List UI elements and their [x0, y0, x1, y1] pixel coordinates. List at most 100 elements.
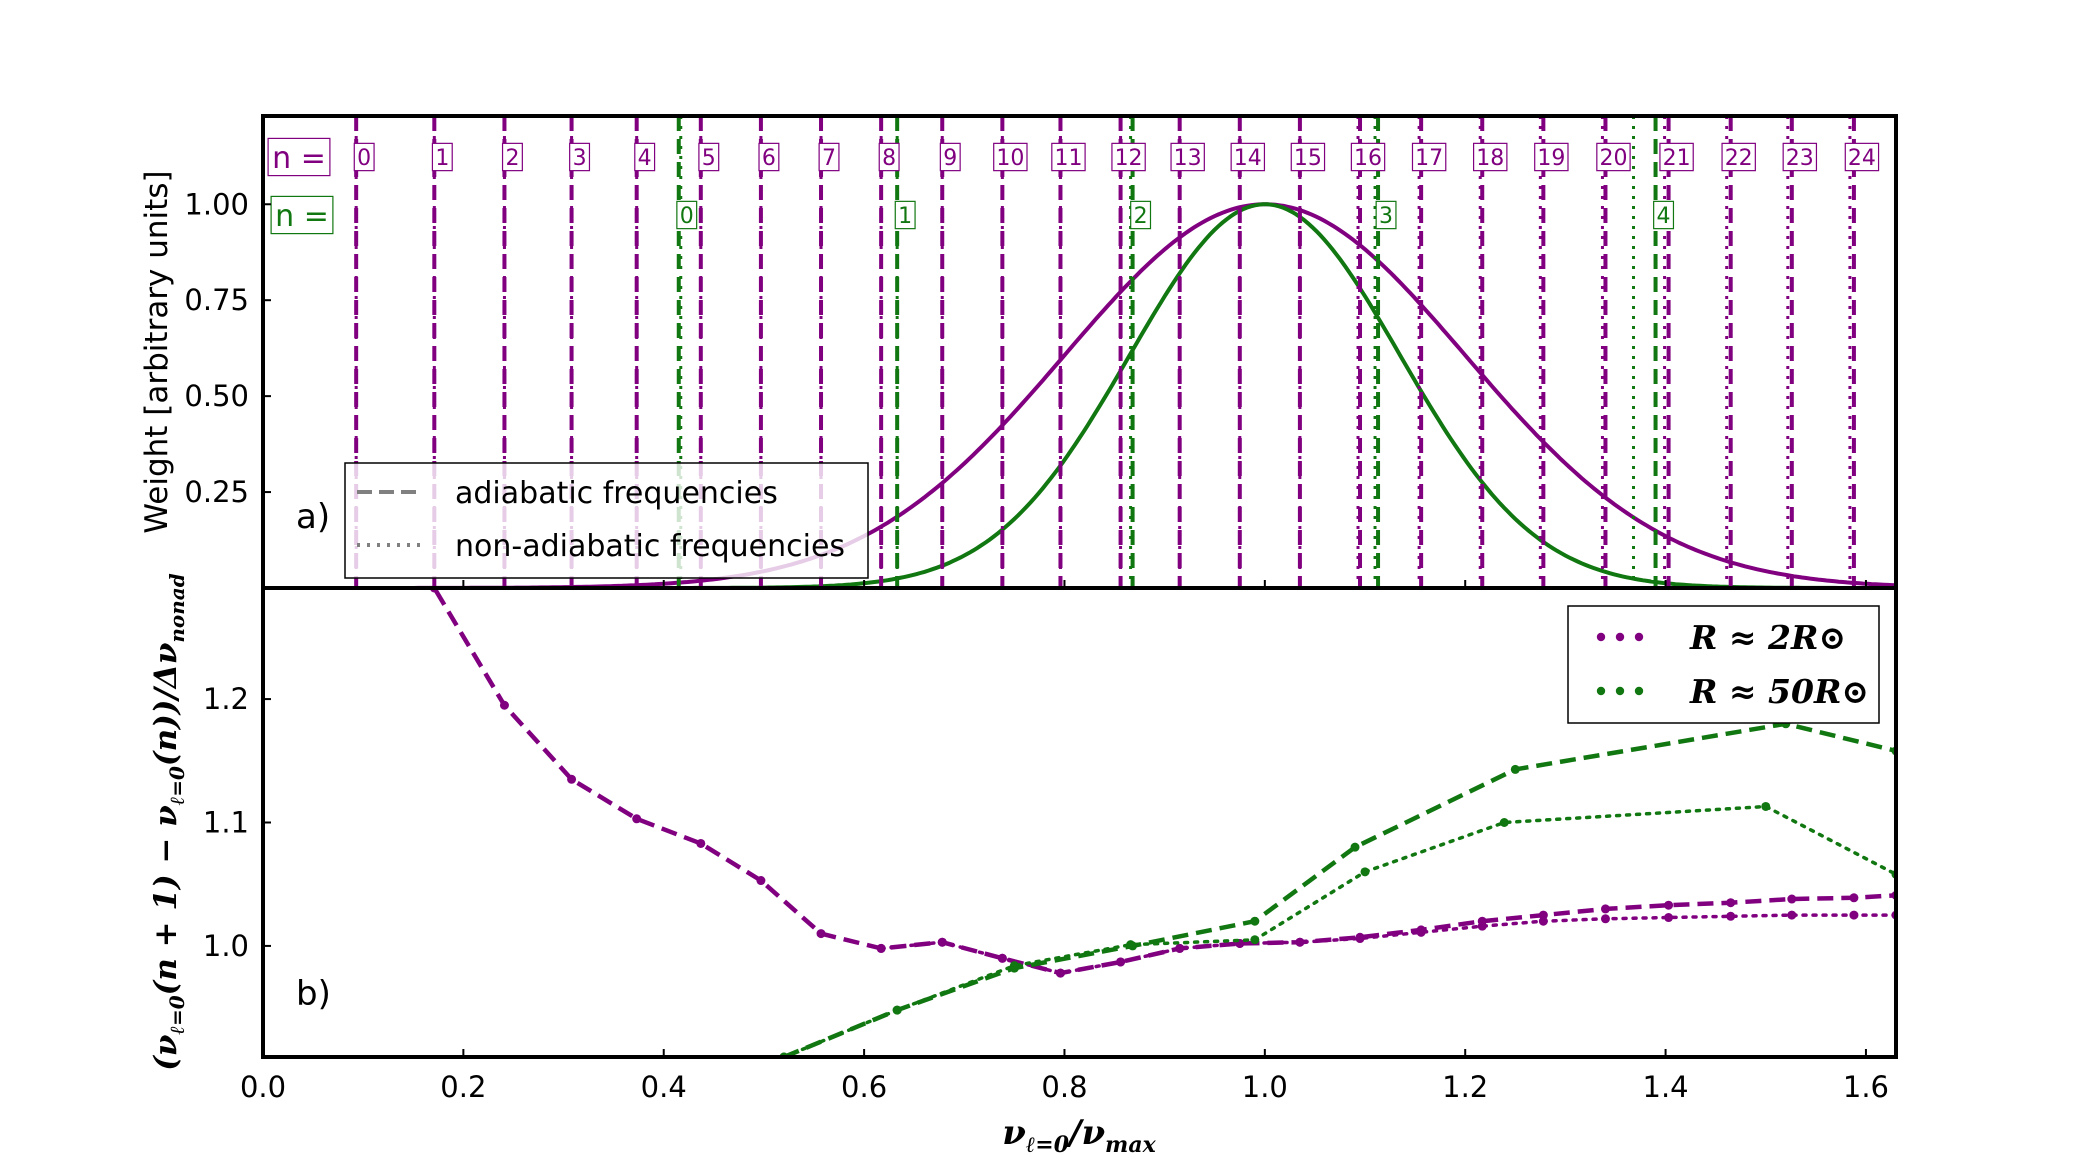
b-xtick-label-1.6: 1.6 [1843, 1070, 1889, 1104]
series-1-point-5 [1175, 943, 1185, 953]
panel-b-frame [261, 586, 1898, 1059]
series-3-point-4 [1250, 935, 1260, 945]
green-n-label-0: 0 [680, 204, 694, 229]
purple-n-label-23: 23 [1786, 146, 1814, 171]
series-0-point-7 [816, 929, 826, 939]
series-1-point-12 [1600, 914, 1610, 924]
series-1-point-10 [1477, 921, 1487, 931]
series-1-point-7 [1295, 937, 1305, 947]
purple-n-label-4: 4 [638, 146, 652, 171]
purple-n-label-5-box [698, 142, 720, 172]
series-1-point-14 [1726, 911, 1736, 921]
green-n-label-2: 2 [1134, 204, 1148, 229]
legend-nonadiabatic-label: non-adiabatic frequencies [455, 529, 845, 564]
series-0-point-24 [1849, 893, 1859, 903]
b-xtick-label-0.4: 0.4 [641, 1070, 687, 1104]
purple-n-label-10: 10 [996, 146, 1024, 171]
series-2-point-5 [1350, 842, 1360, 852]
series-3-point-2 [1009, 961, 1019, 971]
series-line-0 [431, 588, 1896, 976]
green-n-label-1: 1 [898, 204, 912, 229]
purple-n-label-7: 7 [822, 146, 836, 171]
series-3-point-5 [1360, 867, 1370, 877]
series-3-point-6 [1499, 818, 1509, 827]
series-3-point-3 [1126, 940, 1136, 950]
legend-adiabatic-label: adiabatic frequencies [455, 476, 778, 511]
panel-b-label: b) [296, 974, 331, 1014]
purple-n-label-16: 16 [1354, 146, 1382, 171]
purple-n-label-11: 11 [1054, 146, 1082, 171]
series-line-1 [879, 913, 1896, 975]
series-0-point-23 [1787, 894, 1797, 904]
series-0-point-19 [1538, 910, 1548, 920]
purple-n-label-18: 18 [1476, 146, 1504, 171]
b-xtick-label-0.8: 0.8 [1041, 1070, 1087, 1104]
purple-n-label-21: 21 [1663, 146, 1691, 171]
series-1-point-8 [1355, 934, 1365, 944]
b-ytick-label-1.2: 1.2 [203, 682, 249, 716]
purple-n-label-20: 20 [1599, 146, 1627, 171]
b-xtick-label-1.0: 1.0 [1242, 1070, 1288, 1104]
purple-n-label-1-box [431, 142, 453, 172]
purple-n-label-8: 8 [882, 146, 896, 171]
purple-n-label-15-box [1290, 142, 1326, 172]
series-0-point-6 [756, 876, 766, 886]
b-xtick-label-0.2: 0.2 [440, 1070, 486, 1104]
purple-n-label-6: 6 [762, 146, 776, 171]
panel-a-y-axis-label: Weight [arbitrary units] [139, 170, 175, 533]
series-0-point-20 [1600, 904, 1610, 914]
purple-n-label-17-box [1411, 142, 1447, 172]
series-0-point-2 [499, 700, 509, 710]
series-3-point-7 [1761, 801, 1771, 811]
purple-n-label-17: 17 [1415, 146, 1443, 171]
series-2-point-6 [1510, 764, 1520, 774]
panel-b-y-ticks: 1.0 1.1 1.2 [203, 682, 271, 963]
green-n-label-2-box [1130, 200, 1152, 230]
series-2-point-4 [1250, 916, 1260, 926]
purple-n-label-24-box [1844, 142, 1880, 172]
purple-n-label-12: 12 [1115, 146, 1143, 171]
b-xtick-label-0.0: 0.0 [240, 1070, 286, 1104]
purple-n-label-13-box [1170, 142, 1205, 172]
a-ytick-label-0.50: 0.50 [184, 379, 249, 413]
a-ytick-label-1.00: 1.00 [184, 187, 249, 221]
legend-r2-label: R ≈ 2R⊙ [1689, 618, 1846, 657]
series-line-2 [783, 721, 1896, 1057]
purple-n-row-label-box [267, 137, 331, 177]
purple-n-label-9: 9 [943, 146, 957, 171]
gaussian-green [263, 202, 1896, 588]
a-ytick-label-0.25: 0.25 [184, 475, 249, 509]
series-0-point-3 [567, 774, 577, 784]
purple-n-label-22-box [1721, 142, 1756, 172]
purple-n-label-3: 3 [573, 146, 587, 171]
panel-b-x-ticks: 0.0 0.2 0.4 0.6 0.8 1.0 1.2 1.4 1.6 [240, 1049, 1889, 1104]
purple-n-row-label: n = [272, 141, 326, 176]
legend-purple-dots [1596, 632, 1644, 642]
series-line-3 [782, 804, 1896, 1057]
panel-a-y-ticks: 0.25 0.50 0.75 1.00 [184, 187, 271, 509]
purple-n-label-6-box [758, 142, 780, 172]
green-n-label-3-box [1375, 200, 1397, 230]
green-n-label-1-box [894, 200, 916, 230]
series-1-point-3 [1055, 968, 1065, 978]
b-xtick-label-1.4: 1.4 [1643, 1070, 1689, 1104]
purple-n-label-0-box [353, 142, 375, 172]
purple-n-label-2-box [501, 142, 523, 172]
series-1-point-15 [1787, 910, 1797, 920]
panel-b-legend-box [1567, 605, 1880, 724]
b-ytick-label-1.0: 1.0 [203, 929, 249, 963]
purple-n-label-20-box [1596, 142, 1631, 172]
series-1-point-0 [876, 943, 886, 953]
green-n-label-0-box [676, 200, 698, 230]
b-xtick-label-1.2: 1.2 [1442, 1070, 1488, 1104]
mode-frequency-lines [354, 116, 1856, 588]
series-1-point-2 [997, 953, 1007, 963]
purple-n-label-19-box [1534, 142, 1569, 172]
series-3-point-1 [892, 1005, 902, 1015]
series-1-point-16 [1849, 910, 1859, 920]
panel-a-label: a) [296, 497, 330, 537]
green-n-row-label: n = [275, 199, 329, 234]
series-1-point-11 [1538, 916, 1548, 926]
spacing-series [429, 588, 1896, 1057]
